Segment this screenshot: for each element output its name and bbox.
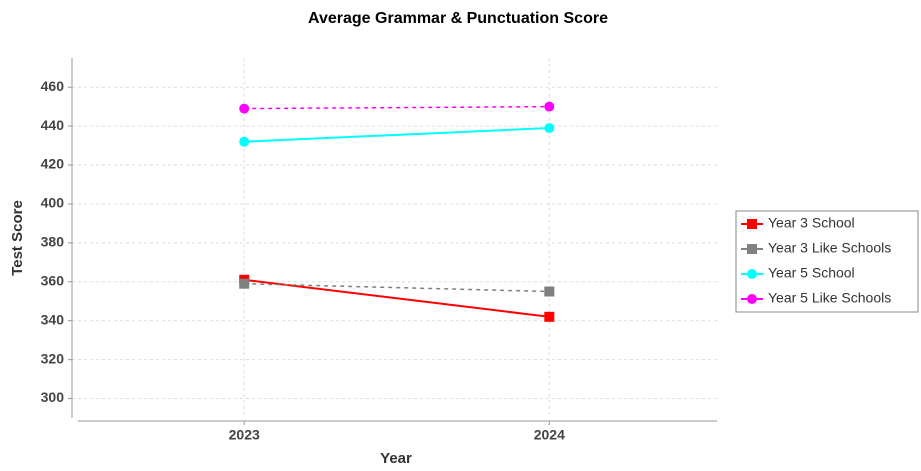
x-tick-label: 2024 bbox=[534, 427, 565, 443]
series-line bbox=[244, 127, 550, 143]
data-point bbox=[239, 278, 250, 289]
series-line bbox=[244, 278, 550, 318]
legend-label: Year 3 Like Schools bbox=[768, 240, 891, 256]
legend-label: Year 5 Like Schools bbox=[768, 290, 891, 306]
data-point bbox=[239, 103, 250, 114]
y-tick-label: 300 bbox=[41, 389, 65, 405]
legend-label: Year 3 School bbox=[768, 215, 855, 231]
y-tick-label: 400 bbox=[41, 195, 65, 211]
data-point bbox=[544, 286, 555, 297]
y-tick-label: 320 bbox=[41, 350, 65, 366]
data-point bbox=[239, 136, 250, 147]
x-axis-label: Year bbox=[380, 450, 412, 467]
legend-marker bbox=[747, 294, 757, 304]
y-tick-label: 360 bbox=[41, 272, 65, 288]
legend-box bbox=[735, 210, 919, 313]
x-tick-label: 2023 bbox=[229, 427, 260, 443]
chart-title: Average Grammar & Punctuation Score bbox=[308, 10, 608, 27]
data-point bbox=[544, 101, 555, 112]
series-line bbox=[244, 282, 550, 293]
legend-marker bbox=[747, 219, 757, 229]
legend-marker bbox=[747, 244, 757, 254]
data-point bbox=[544, 311, 555, 322]
data-point bbox=[544, 123, 555, 134]
y-tick-label: 340 bbox=[41, 311, 65, 327]
y-tick-label: 440 bbox=[41, 117, 65, 133]
legend-label: Year 5 School bbox=[768, 265, 855, 281]
legend-marker bbox=[747, 269, 757, 279]
y-tick-label: 420 bbox=[41, 156, 65, 172]
series-line bbox=[244, 105, 550, 110]
y-axis-label: Test Score bbox=[9, 200, 26, 276]
y-tick-label: 460 bbox=[41, 78, 65, 94]
y-tick-label: 380 bbox=[41, 234, 65, 250]
